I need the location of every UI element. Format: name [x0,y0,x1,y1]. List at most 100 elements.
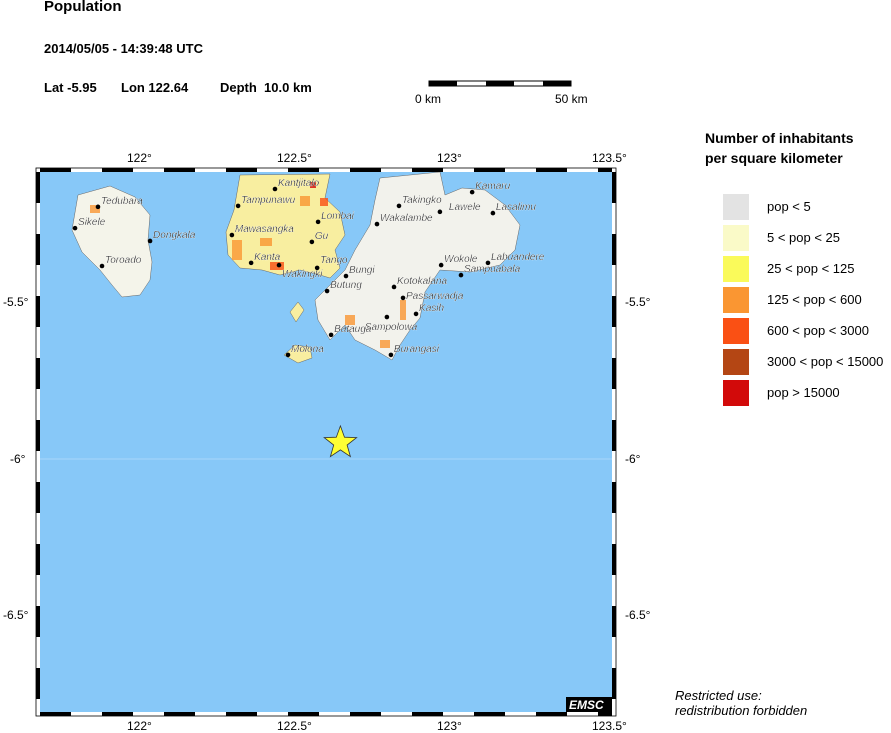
city-label: Batauga [334,324,372,335]
legend-item: 3000 < pop < 15000 [723,349,891,375]
city-label: Molona [291,344,324,355]
frame-segment [612,575,616,606]
legend-label: 125 < pop < 600 [767,292,862,307]
usage-notice: Restricted use: redistribution forbidden [675,688,807,718]
axis-ticks: 122° 122.5° 123° 123.5° 122° 122.5° 123°… [3,151,651,733]
x-tick-bottom-123.5: 123.5° [592,719,627,733]
city-label: Sikele [78,217,106,228]
city-label: Takingko [402,195,442,206]
frame-segment [612,234,616,265]
city-dot [324,288,330,294]
frame-segment [612,544,616,575]
frame-segment [102,168,133,172]
city-marker: Wokole [438,254,478,268]
city-dot [490,210,496,216]
legend-label: 5 < pop < 25 [767,230,841,245]
frame-segment [612,327,616,358]
frame-segment [381,168,412,172]
frame-outline [35,167,617,717]
legend-swatch [723,225,749,251]
city-dot [458,272,464,278]
legend-swatch [723,318,749,344]
city-label: Butung [330,280,362,291]
legend-label: 25 < pop < 125 [767,261,855,276]
frame-segment [612,606,616,637]
city-dot [413,311,419,317]
city-marker: Lasalimu [490,202,537,216]
frame-segment [36,513,40,544]
frame-segment [36,668,40,699]
frame-segment [505,168,536,172]
city-dot [99,263,105,269]
city-label: Lombai [321,211,355,222]
frame-segment [195,712,226,716]
city-marker: Butung [324,280,362,294]
y-tick-right-6.5: -6.5° [625,608,651,622]
city-label: Mawasangka [235,224,294,235]
frame-segment [412,712,443,716]
city-dot [235,203,241,209]
frame-segment [474,712,505,716]
city-marker: Bungi [343,265,375,279]
y-tick-right-6: -6° [625,452,641,466]
city-marker: Sikele [72,217,106,231]
frame-segment [474,168,505,172]
x-tick-bottom-122.5: 122.5° [277,719,312,733]
island-south-small [283,344,313,364]
y-tick-right-5.5: -5.5° [625,295,651,309]
city-label: Labuandere [491,252,545,263]
city-marker: Takingko [396,195,442,209]
city-marker: Kasih [413,303,445,317]
city-label: Tango [320,255,348,266]
frame-segment [133,712,164,716]
city-dot [485,260,491,266]
legend-item: 5 < pop < 25 [723,225,891,251]
x-tick-bottom-123: 123° [437,719,462,733]
frame-segment [612,172,616,203]
city-dot [147,238,153,244]
legend-item: 600 < pop < 3000 [723,318,891,344]
star-icon [323,424,358,458]
frame-segment [567,712,598,716]
city-dot [248,260,254,266]
frame-segment [36,358,40,389]
legend-swatch [723,287,749,313]
city-marker: Kamaru [469,181,511,195]
city-marker: Sampolowa [365,314,418,333]
latitude-label: Lat -5.95 [44,80,97,95]
frame-segment [288,712,319,716]
city-dot [437,209,443,215]
city-label: Burangasi [394,344,440,355]
frame-segment [71,712,102,716]
city-marker: Burangasi [388,344,440,358]
frame-segment [36,575,40,606]
legend-item: pop < 5 [723,194,891,220]
city-marker: Wakingki [276,262,323,280]
city-dot [400,295,406,301]
land [71,171,521,364]
frame-segment [36,234,40,265]
frame-segment [36,265,40,296]
city-label: Kasih [419,303,444,314]
frame-segment [36,296,40,327]
usage-line2: redistribution forbidden [675,703,808,718]
city-marker: Toroado [99,255,142,269]
frame-segment [612,389,616,420]
city-marker: Passarwadja [400,291,464,302]
legend-label: 600 < pop < 3000 [767,323,869,338]
city-marker: Tampunawu [235,195,296,209]
city-label: Gu [315,231,329,242]
frame-segment [195,168,226,172]
city-label: Kanta [254,252,281,263]
city-label: Wakalambe [380,213,433,224]
emsc-watermark: EMSC [569,698,604,712]
y-tick-left-5.5: -5.5° [3,295,29,309]
city-dot [328,332,334,338]
legend-swatch [723,349,749,375]
x-tick-top-123.5: 123.5° [592,151,627,165]
city-label: Sampolowa [365,322,418,333]
island-kabaena [71,185,153,298]
longitude-label: Lon 122.64 [121,80,189,95]
city-label: Kamaru [475,181,510,192]
